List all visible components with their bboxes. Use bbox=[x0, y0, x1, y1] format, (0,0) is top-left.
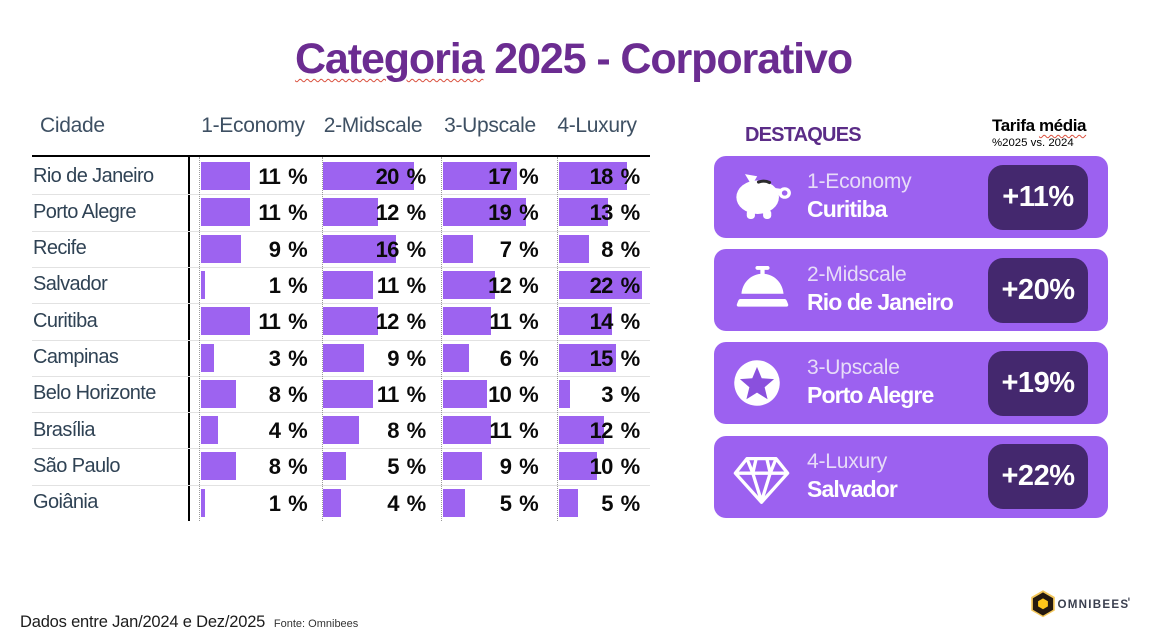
svg-text:OMNIBEES: OMNIBEES bbox=[1058, 598, 1130, 611]
